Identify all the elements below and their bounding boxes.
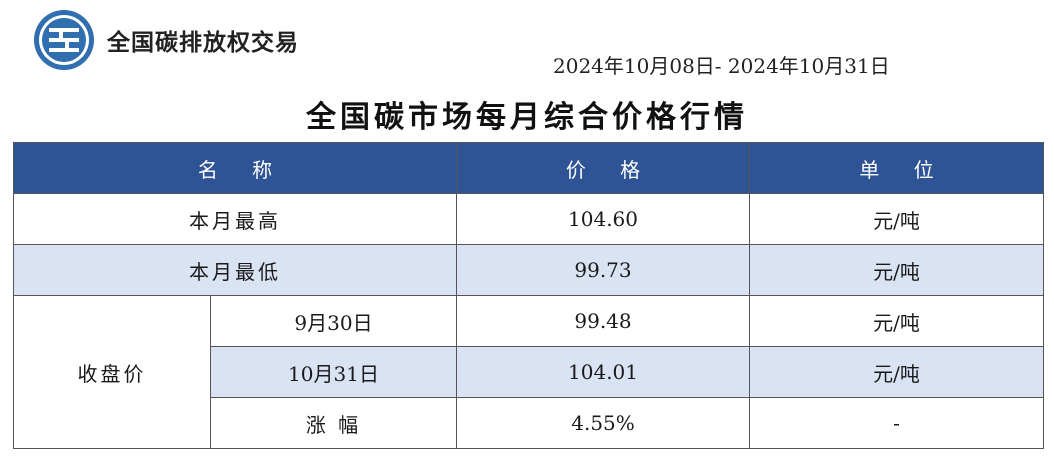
row-name: 9月30日	[209, 295, 458, 347]
row-price: 99.48	[456, 295, 751, 347]
closing-price-label: 收盘价	[13, 295, 211, 449]
table-header-row: 名 称 价 格 单 位	[12, 142, 1045, 194]
table-row: 收盘价 9月30日 99.48 元/吨	[13, 295, 1045, 449]
brand: 全国碳排放权交易	[33, 9, 299, 71]
page-title: 全国碳市场每月综合价格行情	[306, 100, 748, 135]
column-header-price: 价 格	[456, 142, 751, 194]
row-unit: 元/吨	[749, 193, 1045, 245]
logo-icon	[34, 10, 94, 70]
row-unit: 元/吨	[749, 346, 1045, 398]
row-unit: 元/吨	[749, 295, 1045, 347]
table-row: 本月最低 99.73 元/吨	[12, 244, 1045, 296]
row-unit: -	[749, 397, 1045, 449]
column-header-name: 名 称	[12, 142, 458, 194]
row-name: 本月最高	[12, 193, 458, 245]
table-row: 本月最高 104.60 元/吨	[12, 193, 1045, 245]
column-header-unit: 单 位	[749, 142, 1045, 194]
row-unit: 元/吨	[749, 244, 1045, 296]
org-name: 全国碳排放权交易	[107, 30, 299, 56]
row-price: 4.55%	[456, 397, 751, 449]
row-price: 104.60	[456, 193, 751, 245]
row-name: 本月最低	[12, 244, 458, 296]
row-name: 涨 幅	[209, 397, 458, 449]
row-name: 10月31日	[209, 346, 458, 398]
price-table: 名 称 价 格 单 位 本月最高 104.60 元/吨 本月最低 99.73 元…	[12, 142, 1045, 449]
row-price: 104.01	[456, 346, 751, 398]
row-price: 99.73	[456, 244, 751, 296]
date-range: 2024年10月08日- 2024年10月31日	[553, 54, 890, 78]
